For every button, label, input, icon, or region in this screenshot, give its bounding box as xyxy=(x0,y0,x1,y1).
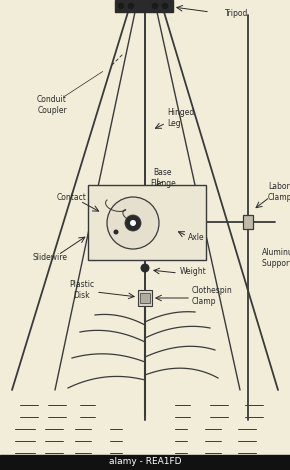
Bar xyxy=(115,0,173,12)
Circle shape xyxy=(130,220,136,226)
Circle shape xyxy=(128,3,133,8)
Bar xyxy=(243,215,253,229)
Circle shape xyxy=(153,3,157,8)
Bar xyxy=(0,455,290,470)
Circle shape xyxy=(140,264,150,273)
Text: REA1FD: REA1FD xyxy=(99,212,197,232)
Circle shape xyxy=(119,3,124,8)
Circle shape xyxy=(107,197,159,249)
Text: alamy - REA1FD: alamy - REA1FD xyxy=(109,457,181,467)
Text: Plastic
Disk: Plastic Disk xyxy=(69,280,95,300)
Bar xyxy=(138,290,152,306)
Text: Slidewire: Slidewire xyxy=(32,253,68,263)
Text: Conduit
Coupler: Conduit Coupler xyxy=(37,95,67,115)
Text: Contact: Contact xyxy=(57,193,87,202)
Text: Laboratory
Clamp: Laboratory Clamp xyxy=(268,182,290,202)
Text: Weight: Weight xyxy=(180,267,207,276)
Text: Base
Flange: Base Flange xyxy=(150,168,176,188)
Bar xyxy=(88,185,206,260)
Circle shape xyxy=(125,215,141,231)
Circle shape xyxy=(162,3,168,8)
Text: Clothespin
Clamp: Clothespin Clamp xyxy=(192,286,233,306)
Circle shape xyxy=(113,229,119,235)
Text: Axle: Axle xyxy=(188,234,205,243)
Bar xyxy=(140,293,150,303)
Text: Aluminum
Support  R: Aluminum Support R xyxy=(262,248,290,268)
Text: Tripod: Tripod xyxy=(225,8,248,17)
Text: Hinged
Leg: Hinged Leg xyxy=(167,108,194,128)
